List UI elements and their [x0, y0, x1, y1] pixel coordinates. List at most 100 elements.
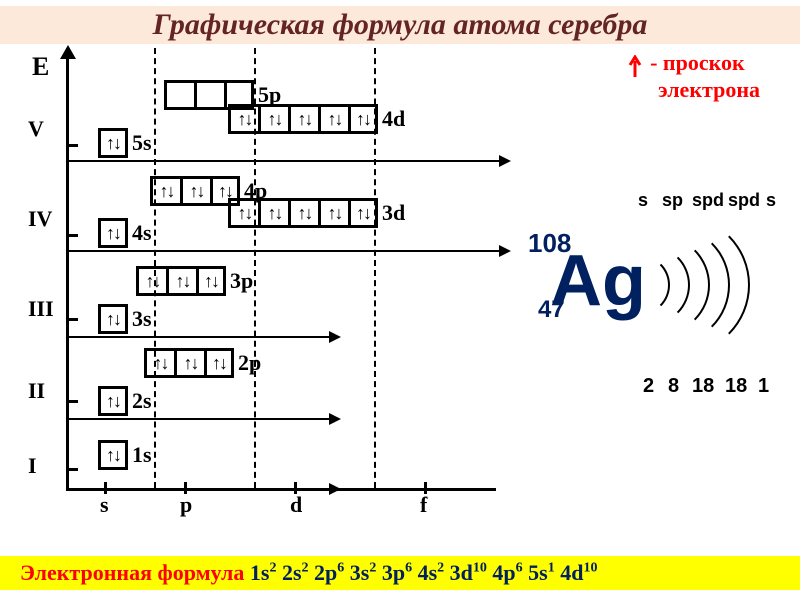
x-label: d	[290, 492, 302, 518]
orbital-label: 2p	[238, 350, 261, 376]
formula-bar: Электронная формула 1s2 2s2 2p6 3s2 3p6 …	[0, 556, 800, 590]
formula-term: 2p6	[314, 560, 350, 585]
level-arrow-icon	[499, 245, 511, 257]
level-tick	[66, 318, 78, 321]
shell-arc	[610, 215, 750, 355]
orbital-group: ↑↓2s	[98, 386, 152, 416]
orbital-label: 2s	[132, 388, 152, 414]
y-axis-label: E	[32, 52, 49, 82]
level-tick	[66, 234, 78, 237]
orbital-cell	[164, 80, 194, 110]
formula-term: 1s2	[250, 560, 282, 585]
atomic-number: 47	[538, 296, 565, 324]
orbital-group: ↑↓↑↓↑↓↑↓↑↓4d	[228, 104, 405, 134]
formula-term: 4s2	[418, 560, 450, 585]
orbital-label: 4s	[132, 220, 152, 246]
orbital-cell: ↑↓	[136, 266, 166, 296]
orbital-cell: ↑↓	[174, 348, 204, 378]
orbital-cell: ↑↓	[196, 266, 226, 296]
orbital-cell: ↑↓	[348, 198, 378, 228]
level-line	[69, 160, 499, 162]
leap-text-1: - проскок	[650, 50, 745, 75]
orbital-cell: ↑↓	[150, 176, 180, 206]
orbital-cell: ↑↓	[98, 304, 128, 334]
level-arrow-icon	[499, 155, 511, 167]
orbital-cell: ↑↓	[204, 348, 234, 378]
level-line	[69, 250, 499, 252]
energy-diagram: E V5p↑↓5s↑↓↑↓↑↓↑↓↑↓4dIV↑↓↑↓↑↓4p↑↓4s↑↓↑↓↑…	[24, 48, 484, 528]
formula-term: 4d10	[560, 560, 597, 585]
page-title: Графическая формула атома серебра	[0, 6, 800, 44]
shell-top-label: spd	[728, 190, 760, 211]
shell-count: 1	[758, 375, 769, 398]
orbital-cell: ↑↓	[98, 218, 128, 248]
shell-top-label: sp	[662, 190, 683, 211]
orbital-group: ↑↓1s	[98, 440, 152, 470]
shell-count: 18	[725, 375, 747, 398]
orbital-group: ↑↓↑↓↑↓2p	[144, 348, 261, 378]
orbital-cell: ↑↓	[318, 104, 348, 134]
orbital-cell: ↑↓	[228, 104, 258, 134]
formula-term: 3s2	[350, 560, 382, 585]
y-axis	[66, 48, 69, 488]
formula-term: 5s1	[528, 560, 560, 585]
level-arrow-icon	[329, 331, 341, 343]
level-roman: I	[28, 453, 37, 479]
formula-term: 4p6	[492, 560, 528, 585]
level-tick	[66, 468, 78, 471]
orbital-group: ↑↓5s	[98, 128, 152, 158]
level-line	[69, 418, 329, 420]
orbital-cell: ↑↓	[258, 104, 288, 134]
orbital-cell: ↑↓	[228, 198, 258, 228]
shell-count: 18	[692, 375, 714, 398]
orbital-label: 3s	[132, 306, 152, 332]
level-tick	[66, 144, 78, 147]
shell-count: 2	[643, 375, 654, 398]
orbital-cell: ↑↓	[98, 440, 128, 470]
level-roman: V	[28, 116, 44, 142]
orbital-cell	[194, 80, 224, 110]
orbital-cell: ↑↓	[258, 198, 288, 228]
y-axis-arrow-icon	[60, 45, 76, 59]
title-text: Графическая формула атома серебра	[153, 8, 648, 41]
level-roman: II	[28, 378, 45, 404]
orbital-cell: ↑↓	[288, 104, 318, 134]
electron-shells: sspspdspds2818181	[640, 200, 790, 380]
shell-count: 8	[668, 375, 679, 398]
orbital-group: ↑↓4s	[98, 218, 152, 248]
shell-top-label: spd	[692, 190, 724, 211]
orbital-label: 1s	[132, 442, 152, 468]
orbital-cell: ↑↓	[318, 198, 348, 228]
up-arrow-icon	[628, 55, 642, 77]
orbital-cell: ↑↓	[98, 128, 128, 158]
orbital-label: 5s	[132, 130, 152, 156]
orbital-cell: ↑↓	[98, 386, 128, 416]
x-label: p	[180, 492, 192, 518]
formula-prefix: Электронная формула	[20, 560, 250, 585]
x-label: f	[420, 492, 427, 518]
level-roman: IV	[28, 206, 52, 232]
shell-top-label: s	[638, 190, 648, 211]
orbital-cell: ↑↓	[348, 104, 378, 134]
leap-text-2: электрона	[658, 77, 760, 102]
orbital-cell: ↑↓	[180, 176, 210, 206]
x-label: s	[100, 492, 109, 518]
level-line	[69, 336, 329, 338]
formula-term: 2s2	[282, 560, 314, 585]
formula-term: 3d10	[450, 560, 493, 585]
orbital-label: 3p	[230, 268, 253, 294]
level-arrow-icon	[329, 413, 341, 425]
level-tick	[66, 400, 78, 403]
orbital-group: ↑↓↑↓↑↓↑↓↑↓3d	[228, 198, 405, 228]
orbital-cell: ↑↓	[144, 348, 174, 378]
orbital-cell: ↑↓	[288, 198, 318, 228]
orbital-label: 3d	[382, 200, 405, 226]
electron-leap-legend: - проскок электрона	[628, 50, 760, 104]
orbital-label: 4d	[382, 106, 405, 132]
formula-term: 3p6	[382, 560, 418, 585]
orbital-cell: ↑↓	[166, 266, 196, 296]
shell-top-label: s	[766, 190, 776, 211]
orbital-group: ↑↓3s	[98, 304, 152, 334]
level-roman: III	[28, 296, 54, 322]
orbital-group: ↑↓↑↓↑↓3p	[136, 266, 253, 296]
